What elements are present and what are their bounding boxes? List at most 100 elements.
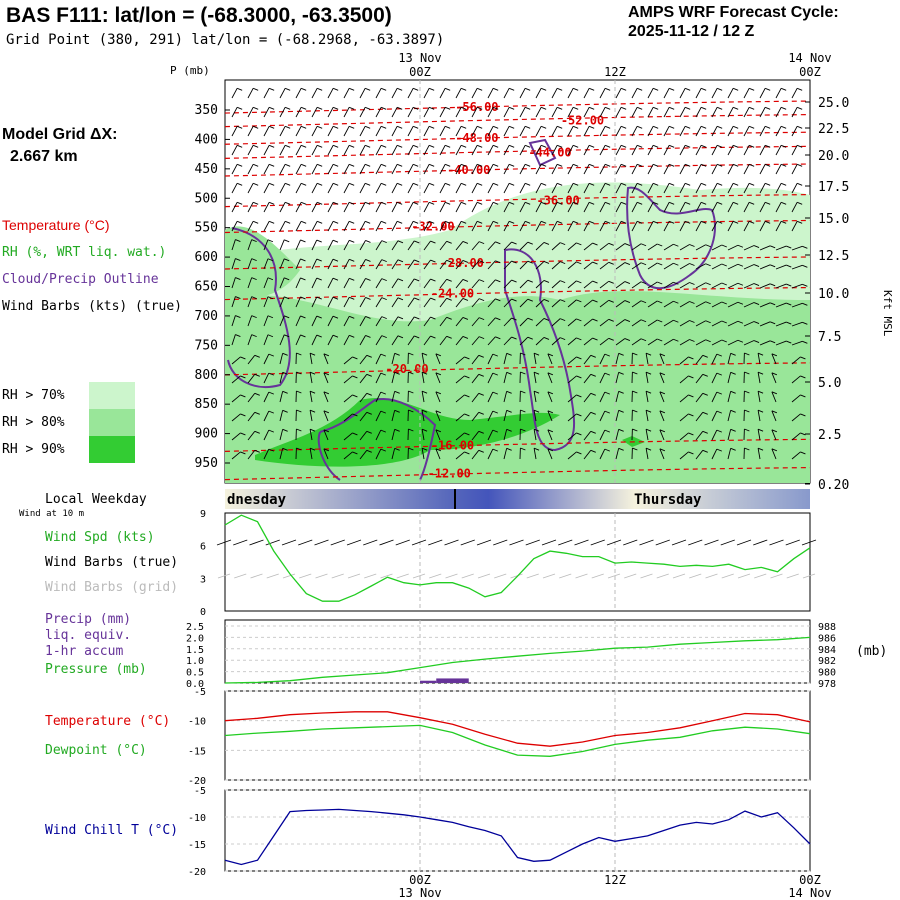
wind-barb-flag	[590, 411, 596, 415]
wind-barb	[743, 283, 755, 289]
wind-barb	[547, 353, 553, 365]
wind-barb	[695, 126, 702, 137]
wind-barb	[247, 431, 256, 441]
wind-barb-flag	[240, 375, 246, 379]
wind-barb-flag	[460, 125, 467, 129]
wind-barb-flag	[396, 144, 403, 148]
wind-barb	[567, 280, 577, 289]
wind-barb-flag	[705, 339, 711, 343]
wind-barb	[599, 145, 606, 156]
wind-barb	[263, 258, 269, 270]
wind-barb	[599, 261, 610, 270]
wind-barb	[503, 317, 512, 327]
wind-barb-flag	[757, 409, 764, 413]
legend-temperature: Temperature (°C)	[2, 217, 110, 233]
wind-barb-flag	[366, 354, 372, 358]
wind-barb-flag	[744, 447, 750, 451]
wind-barb-flag	[492, 87, 499, 91]
isotherm-label: -56.00	[455, 100, 498, 114]
wind-barb	[311, 107, 318, 118]
wind-barb-flag	[462, 317, 469, 320]
wind-barb-flag	[300, 163, 307, 167]
wind-barb	[615, 410, 620, 422]
surface-wind-barb-grid	[315, 573, 328, 579]
wind-barb-flag	[753, 321, 760, 324]
wind-barb	[455, 394, 465, 403]
surface-wind-barb-true	[249, 539, 264, 546]
wind-barb-flag	[757, 390, 764, 394]
wind-chill-tick: -20	[188, 867, 206, 878]
wind-barb-flag	[620, 125, 627, 129]
isotherm-label: -20.00	[385, 362, 428, 376]
wind-barb-flag	[652, 144, 659, 148]
wind-barb	[263, 353, 270, 365]
wind-barb	[679, 413, 689, 422]
wind-barb-flag	[235, 315, 241, 318]
wind-barb-flag	[572, 182, 579, 186]
wind-barb-flag	[495, 260, 501, 264]
surface-wind-barb-grid	[802, 573, 816, 579]
wind-barb-flag	[556, 182, 563, 186]
wind-barb-flag	[748, 144, 755, 148]
isotherm-6	[224, 219, 811, 234]
wind-barb-flag	[527, 317, 533, 321]
wind-barb	[323, 448, 329, 460]
wind-barb-flag	[380, 448, 386, 452]
wind-barb-flag	[780, 87, 787, 91]
wind-barb-flag	[533, 409, 540, 413]
wind-barb	[407, 259, 415, 270]
wind-barb	[327, 315, 334, 327]
surface-wind-barb-grid	[721, 573, 734, 579]
wind-barb	[279, 107, 286, 118]
precip-tick: 2.5	[186, 622, 204, 633]
wind-barb	[615, 221, 622, 232]
wind-barb	[247, 183, 254, 194]
wind-barb	[359, 412, 368, 422]
wind-barb	[343, 183, 350, 194]
wind-barb-flag	[540, 182, 547, 186]
dewpoint-legend: Dewpoint (°C)	[45, 743, 147, 758]
wind-barb	[391, 335, 399, 346]
wind-barb-flag	[348, 125, 355, 129]
kft-tick-label: 7.5	[818, 330, 841, 345]
wind-barb	[455, 145, 462, 156]
wind-barb	[487, 145, 494, 156]
wind-barb-flag	[604, 220, 611, 224]
temperature-panel-frame	[224, 690, 811, 781]
wind-barb	[295, 315, 301, 327]
pressure-tick: 980	[818, 668, 836, 679]
wind-barb-flag	[412, 182, 419, 186]
wind-barb-flag	[524, 125, 531, 129]
wind-barb-flag	[744, 428, 750, 432]
wind-barb-flag	[478, 241, 485, 245]
surface-wind-barb-true	[395, 539, 410, 546]
wind-barb-flag	[446, 335, 452, 339]
surface-wind-barb-grid	[396, 573, 409, 579]
wind-barb	[471, 260, 480, 270]
wind-barb-flag	[506, 428, 512, 432]
wind-barb	[567, 126, 574, 137]
wind-barb-flag	[380, 429, 386, 433]
wind-barb	[791, 321, 803, 327]
surface-wind-barb-true	[688, 539, 703, 546]
wind-barb-flag	[620, 144, 627, 148]
wind-speed-line	[224, 514, 811, 602]
wind-barb	[247, 88, 254, 99]
wind-barb	[327, 239, 334, 251]
wind-barb-flag	[657, 243, 663, 247]
wind-barb	[279, 429, 284, 441]
wind-barb-flag	[543, 337, 550, 340]
wind-barb-flag	[737, 320, 744, 324]
wind-speed-panel-frame	[224, 512, 811, 612]
wind-barb	[391, 259, 399, 270]
wind-barb-flag	[716, 144, 723, 148]
wind-barb	[455, 356, 465, 365]
wind-barb	[771, 448, 777, 460]
wind-barb-flag	[753, 302, 760, 305]
wind-barb-flag	[428, 125, 435, 129]
wind-barb-flag	[254, 430, 260, 434]
wind-barb	[757, 372, 761, 384]
wind-barb	[421, 448, 425, 460]
wind-barb-flag	[300, 182, 307, 186]
wind-barb-flag	[508, 163, 515, 167]
